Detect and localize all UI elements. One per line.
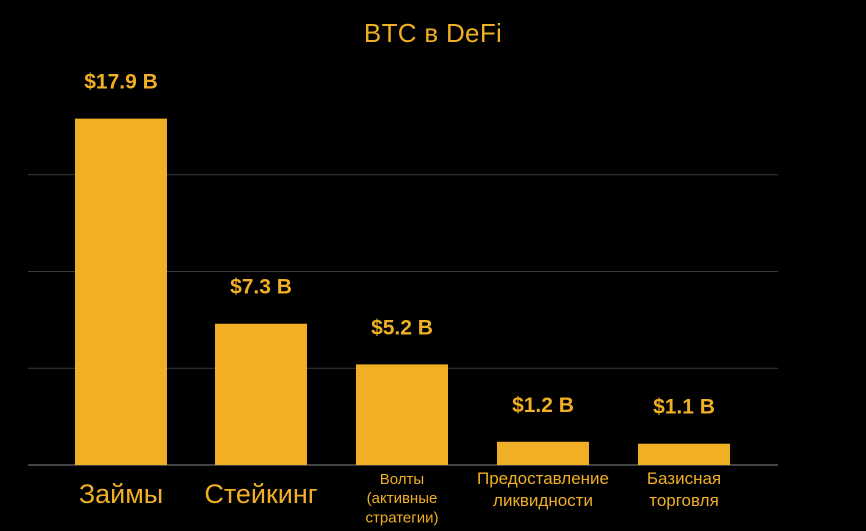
data-label: $17.9 B <box>84 71 158 94</box>
x-tick-label-line: (активные <box>367 490 438 507</box>
x-tick-label-line: Базисная <box>647 469 721 488</box>
x-tick-label: Базисная торговля <box>647 469 721 510</box>
data-label: $1.2 B <box>512 394 574 417</box>
data-label: $7.3 B <box>230 276 292 299</box>
bar <box>356 364 448 465</box>
x-tick-label: Предоставление ликвидности <box>477 469 609 510</box>
x-tick-label: Стейкинг <box>204 479 317 509</box>
bar <box>497 441 589 465</box>
bar <box>215 323 307 465</box>
x-tick-label-line: ликвидности <box>493 491 593 510</box>
data-label: $5.2 B <box>371 316 433 339</box>
chart-title: BTC в DeFi <box>363 18 503 48</box>
x-tick-label-line: торговля <box>649 491 719 510</box>
x-tick-label-line: Займы <box>79 479 163 509</box>
x-tick-label-line: стратегии) <box>366 509 439 526</box>
x-tick-label-line: Предоставление <box>477 469 609 488</box>
x-tick-label-line: Волты <box>380 471 424 488</box>
data-label: $1.1 B <box>653 396 715 419</box>
x-tick-label: Займы <box>79 479 163 509</box>
bar <box>638 443 730 465</box>
x-tick-label: Волты (активные стратегии) <box>366 471 439 526</box>
x-tick-label-line: Стейкинг <box>204 479 317 509</box>
bar <box>75 118 167 465</box>
